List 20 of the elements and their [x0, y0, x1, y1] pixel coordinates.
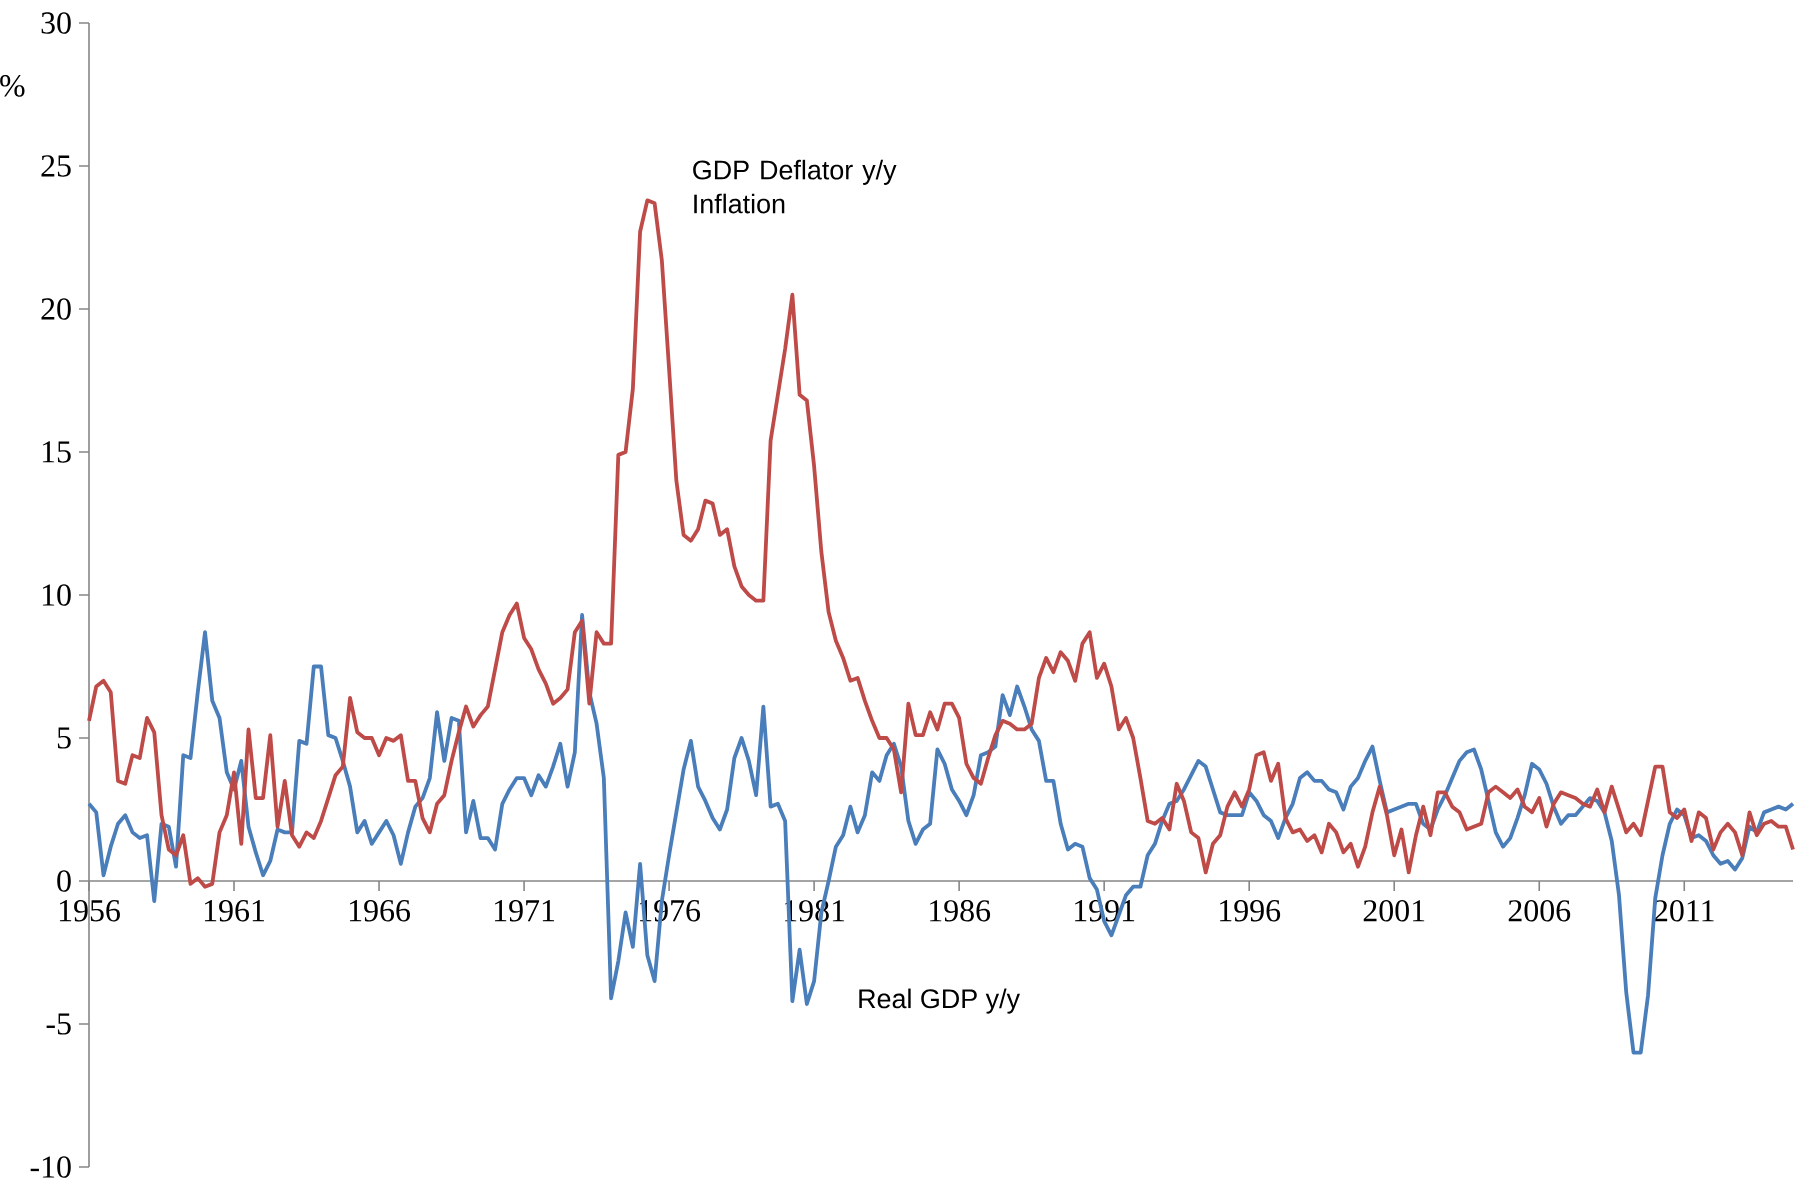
y-tick-label: 0 — [57, 870, 71, 892]
x-tick-label: 1996 — [1220, 900, 1281, 922]
x-tick-label: 1961 — [204, 900, 264, 922]
x-tick-label: 1966 — [349, 900, 410, 922]
y-tick-label: 10 — [42, 584, 71, 606]
x-tick-label: 1971 — [495, 900, 555, 922]
x-tick-label: 1956 — [59, 900, 120, 922]
y-tick-label: 15 — [42, 441, 71, 463]
y-tick-label: -5 — [46, 1013, 71, 1035]
x-tick-label: 1986 — [930, 900, 991, 922]
y-tick-label: 5 — [57, 727, 71, 749]
x-tick-label: 2001 — [1363, 900, 1425, 922]
y-tick-label: -10 — [30, 1156, 71, 1178]
y-tick-label: 30 — [41, 12, 71, 34]
y-tick-label: 20 — [41, 298, 71, 320]
y-axis-title: % — [0, 75, 25, 97]
y-tick-label: 25 — [41, 155, 71, 177]
series-label: GDP Deflator y/y Inflation — [693, 159, 897, 214]
x-tick-label: 2006 — [1508, 900, 1571, 922]
series-label: Real GDP y/y — [859, 988, 1020, 1014]
